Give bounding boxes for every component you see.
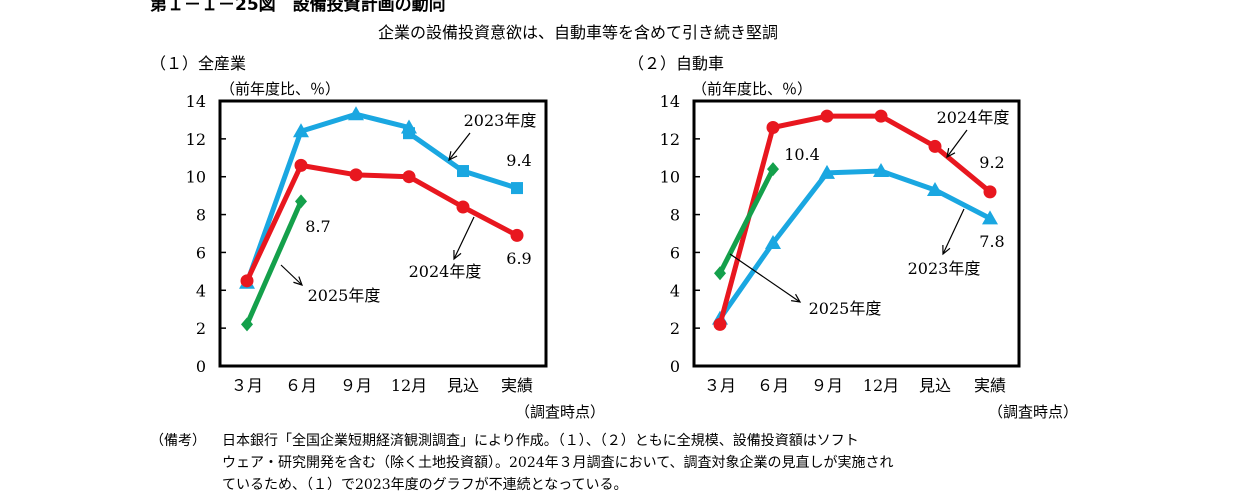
right-data-point-2024年度: [983, 185, 997, 199]
right-label-arrow: [942, 208, 965, 255]
right-y-tick-label: 0: [670, 357, 680, 376]
left-x-tick-label: ６月: [285, 376, 317, 395]
right-series-label: 2024年度: [937, 108, 1010, 127]
left-series-line-2024年度: [244, 162, 519, 282]
left-data-point-2023年度: [511, 182, 523, 195]
left-x-tick-label: 実績: [501, 376, 533, 395]
right-x-tick-label: 実績: [974, 376, 1006, 395]
panel-title-all-industries: （１）全産業: [150, 54, 247, 73]
right-y-tick-label: 6: [670, 243, 680, 262]
left-label-arrowhead: [448, 151, 458, 162]
left-label-arrow: [453, 216, 475, 260]
left-label-arrowhead: [453, 249, 462, 261]
left-data-point-2025年度: [295, 194, 307, 209]
left-y-tick-label: 4: [196, 281, 206, 300]
right-label-arrow: [729, 253, 801, 303]
left-data-point-2023年度: [293, 123, 309, 138]
left-y-tick-label: 0: [196, 357, 206, 376]
left-data-point-2025年度: [241, 317, 253, 332]
right-y-tick-label: 14: [660, 92, 680, 111]
right-label-arrowhead: [946, 148, 956, 159]
left-y-tick-label: 12: [186, 130, 206, 149]
x-unit-label-right: （調査時点）: [988, 403, 1079, 421]
right-data-point-2024年度: [713, 317, 727, 331]
right-data-point-2024年度: [874, 109, 888, 123]
left-data-point-2023年度: [403, 127, 415, 140]
right-series-label: 2023年度: [908, 259, 981, 278]
right-y-tick-label: 10: [660, 168, 680, 187]
left-data-point-2024年度: [402, 170, 416, 184]
left-series-line-2025年度: [244, 200, 304, 326]
right-x-tick-label: 12月: [863, 376, 899, 395]
right-series-label: 2025年度: [809, 299, 882, 318]
notes-line-2: ウェア・研究開発を含む（除く土地投資額）。2024年３月調査において、調査対象企…: [222, 455, 894, 471]
left-y-tick-label: 10: [186, 168, 206, 187]
figure-subtitle: 企業の設備投資意欲は、自動車等を含めて引き続き堅調: [378, 23, 779, 42]
left-y-tick-label: 14: [186, 92, 206, 111]
left-data-point-2024年度: [456, 200, 470, 214]
left-data-label: 8.7: [305, 217, 330, 236]
left-data-point-2024年度: [349, 168, 363, 182]
left-data-label: 6.9: [506, 249, 531, 268]
left-data-label: 9.4: [506, 151, 531, 170]
right-data-label: 9.2: [979, 153, 1004, 172]
figure-title: 第１－１－25図 設備投資計画の動向: [150, 0, 446, 15]
left-series-line-2023年度: [244, 111, 410, 284]
right-data-point-2024年度: [820, 109, 834, 123]
left-x-tick-label: ３月: [231, 376, 263, 395]
left-plot-frame: [218, 99, 548, 368]
notes-label: （備考）: [150, 433, 206, 449]
right-series-line-2024年度: [717, 113, 992, 326]
right-y-tick-label: 8: [670, 206, 680, 225]
right-x-tick-label: ３月: [704, 376, 736, 395]
right-label-arrow: [946, 129, 968, 158]
left-x-tick-label: ９月: [340, 376, 372, 395]
right-series-line-2023年度: [717, 168, 992, 321]
right-data-point-2023年度: [765, 234, 781, 249]
right-data-point-2025年度: [714, 266, 726, 281]
right-x-tick-label: ９月: [811, 376, 843, 395]
right-y-tick-label: 12: [660, 130, 680, 149]
left-y-tick-label: 8: [196, 206, 206, 225]
right-data-point-2023年度: [927, 181, 943, 196]
right-x-tick-label: 見込: [919, 376, 951, 395]
x-unit-label-left: （調査時点）: [515, 403, 606, 421]
right-data-point-2023年度: [982, 210, 998, 225]
left-data-point-2023年度: [457, 165, 469, 178]
right-label-arrowhead: [942, 244, 951, 256]
right-data-label: 7.8: [979, 232, 1004, 251]
left-label-arrowhead: [293, 276, 303, 286]
left-label-arrow: [448, 132, 471, 161]
right-data-point-2023年度: [819, 164, 835, 179]
right-series-line-2025年度: [717, 168, 776, 275]
left-x-tick-label: 見込: [447, 376, 479, 395]
y-unit-label-left: （前年度比、％）: [220, 80, 341, 98]
right-y-tick-label: 4: [670, 281, 680, 300]
y-unit-label-right: （前年度比、％）: [692, 80, 813, 98]
right-data-label: 10.4: [784, 145, 820, 164]
left-y-tick-label: 2: [196, 319, 206, 338]
left-series-label: 2025年度: [308, 286, 381, 305]
left-y-tick-label: 6: [196, 243, 206, 262]
right-plot-frame: [692, 99, 1021, 368]
left-data-point-2024年度: [510, 228, 524, 242]
right-x-tick-label: ６月: [757, 376, 789, 395]
left-series-label: 2024年度: [409, 262, 482, 281]
left-data-point-2024年度: [240, 274, 254, 288]
left-data-point-2023年度: [348, 106, 364, 121]
right-label-arrowhead: [791, 293, 802, 303]
right-data-point-2024年度: [766, 121, 780, 134]
right-data-point-2023年度: [873, 163, 889, 178]
notes-line-1: 日本銀行「全国企業短期経済観測調査」により作成。（１）、（２）ともに全規模、設備…: [222, 433, 859, 449]
right-data-point-2025年度: [767, 162, 779, 177]
left-x-tick-label: 12月: [391, 376, 427, 395]
right-y-tick-label: 2: [670, 319, 680, 338]
left-data-point-2024年度: [294, 158, 308, 172]
left-series-label: 2023年度: [464, 111, 537, 130]
right-data-point-2024年度: [928, 139, 942, 153]
notes-line-3: ているため、（１）で2023年度のグラフが不連続となっている。: [222, 477, 628, 493]
left-label-arrow: [280, 264, 303, 286]
panel-title-automobiles: （２）自動車: [628, 54, 725, 73]
